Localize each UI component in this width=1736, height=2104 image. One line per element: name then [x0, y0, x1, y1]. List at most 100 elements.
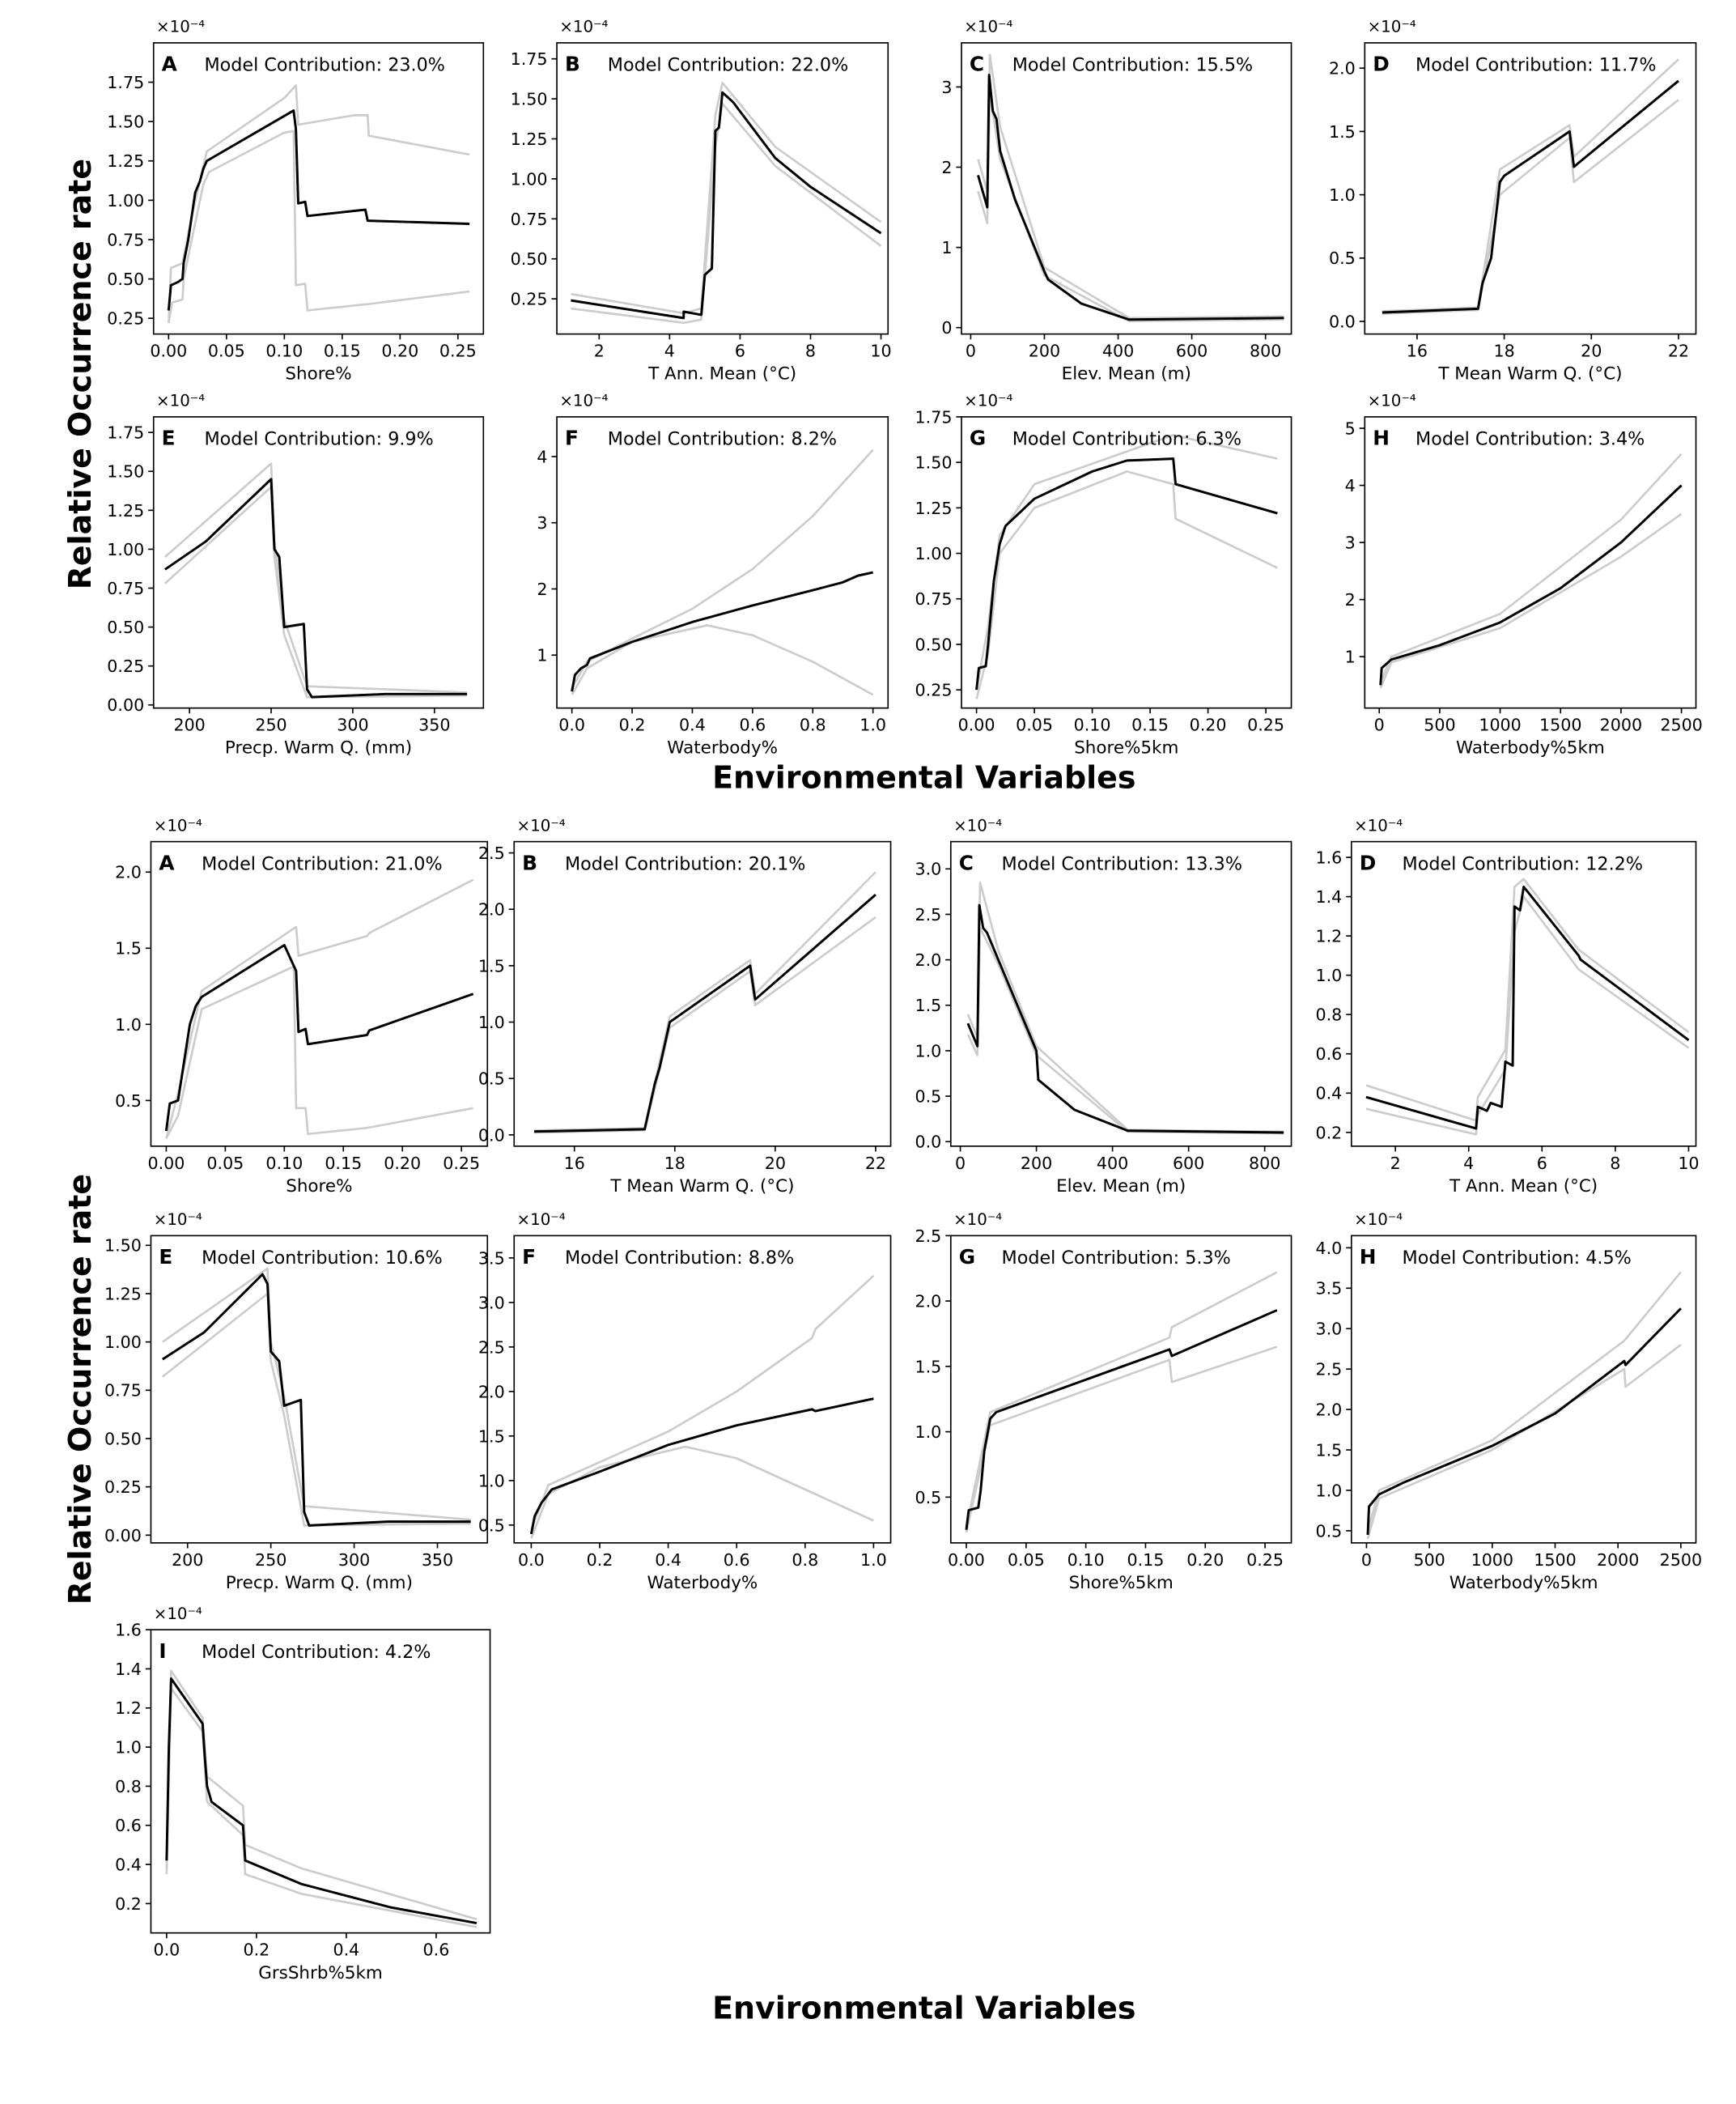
panel-letter: F	[565, 427, 579, 450]
x-tick-label: 0.10	[265, 342, 303, 361]
y-tick-label: 0.2	[115, 1894, 142, 1914]
axes-frame	[1364, 416, 1697, 709]
x-tick-label: 1500	[1534, 1550, 1576, 1570]
y-axis-multiplier: ×10⁻⁴	[559, 392, 608, 410]
panel-2-g: 0.00 0.05 0.10 0.15 0.20 0.25 0.5 1.0 1.5 2.0 2.5 ×…	[915, 1210, 1292, 1593]
x-tick-label: 200	[1021, 1154, 1052, 1173]
y-tick-label: 1.5	[478, 956, 505, 975]
model-contribution-label: Model Contribution: 11.7%	[1416, 55, 1656, 76]
x-tick-label: 0.20	[1190, 716, 1227, 735]
confidence-bound-line	[164, 462, 468, 694]
model-contribution-label: Model Contribution: 8.2%	[608, 429, 837, 450]
y-tick-label: 4	[1345, 476, 1356, 495]
mean-response-line	[977, 74, 1284, 321]
y-tick-label: 1.25	[511, 130, 548, 149]
y-tick-label: 2.5	[915, 1226, 941, 1246]
y-tick-label: 1.50	[107, 462, 144, 482]
y-tick-label: 1.5	[478, 1426, 505, 1446]
confidence-bound-line	[165, 965, 473, 1140]
y-tick-label: 1	[1345, 648, 1356, 667]
axes-frame	[1350, 1235, 1697, 1544]
x-tick-label: 18	[664, 1154, 685, 1173]
y-tick-label: 1.0	[115, 1015, 142, 1035]
x-tick-label: 0.05	[206, 1154, 244, 1173]
x-tick-label: 0.00	[948, 1550, 985, 1570]
axes-frame	[1364, 42, 1697, 335]
axes-frame	[556, 42, 889, 335]
x-tick-label: 22	[865, 1154, 886, 1173]
y-tick-label: 0.5	[478, 1069, 505, 1089]
y-tick-label: 1.25	[107, 501, 144, 521]
x-tick-label: 0.00	[150, 342, 187, 361]
x-tick-label: 2	[594, 342, 605, 361]
confidence-bound-line	[168, 84, 470, 324]
x-tick-label: 2	[1390, 1154, 1401, 1173]
y-tick-label: 0.8	[1315, 1005, 1342, 1025]
model-contribution-label: Model Contribution: 15.5%	[1012, 55, 1254, 76]
confidence-bound-line	[1382, 99, 1679, 315]
panel-letter: H	[1360, 1245, 1377, 1269]
y-tick-label: 0.75	[511, 210, 548, 229]
y-axis-multiplier: ×10⁻⁴	[154, 1605, 202, 1623]
confidence-bound-line	[975, 434, 1278, 691]
x-tick-label: 0.15	[324, 342, 361, 361]
y-tick-label: 2.0	[915, 1292, 941, 1311]
panel-1-e: 200 250 300 350 0.00 0.25 0.50 0.75 1.00 1.25 1.50…	[107, 392, 485, 759]
y-axis-multiplier: ×10⁻⁴	[1354, 816, 1403, 835]
mean-response-line	[571, 571, 873, 692]
y-tick-label: 1.4	[1315, 887, 1342, 907]
y-tick-label: 2.0	[478, 900, 505, 920]
y-axis-multiplier: ×10⁻⁴	[1354, 1210, 1403, 1229]
x-tick-label: 300	[337, 716, 368, 735]
y-tick-label: 1.00	[104, 1333, 142, 1352]
x-axis-label: Elev. Mean (m)	[1056, 1176, 1186, 1197]
y-tick-label: 3	[1345, 533, 1356, 553]
model-contribution-label: Model Contribution: 4.5%	[1403, 1248, 1632, 1269]
confidence-bound-line	[534, 916, 876, 1134]
y-tick-label: 0.5	[115, 1091, 142, 1111]
y-axis-multiplier: ×10⁻⁴	[559, 18, 608, 36]
panel-letter: D	[1373, 53, 1390, 76]
x-tick-label: 350	[422, 1550, 453, 1570]
y-tick-label: 1.0	[915, 1041, 941, 1061]
x-axis-label: T Mean Warm Q. (°C)	[609, 1176, 794, 1197]
x-tick-label: 0.0	[153, 1940, 180, 1960]
x-axis-label: Waterbody%	[667, 738, 778, 759]
x-tick-label: 0.6	[724, 1550, 750, 1570]
y-tick-label: 2.5	[915, 905, 941, 924]
y-tick-label: 1.0	[915, 1422, 941, 1442]
axes-frame	[961, 416, 1292, 709]
x-axis-label: T Ann. Mean (°C)	[647, 364, 796, 385]
axes-frame	[152, 416, 485, 709]
y-tick-label: 2	[537, 580, 547, 599]
x-tick-label: 0.20	[381, 342, 418, 361]
x-tick-label: 0.4	[333, 1940, 360, 1960]
mean-response-line	[165, 1677, 478, 1925]
y-tick-label: 3.0	[1315, 1320, 1342, 1339]
x-tick-label: 0.0	[518, 1550, 545, 1570]
panel-letter: B	[522, 851, 537, 874]
y-tick-label: 0	[941, 318, 952, 338]
axes-frame	[1350, 840, 1697, 1147]
x-tick-label: 8	[805, 342, 816, 361]
y-tick-label: 0.5	[1315, 1521, 1342, 1541]
y-tick-label: 0.25	[915, 681, 953, 700]
x-tick-label: 0.25	[1247, 716, 1284, 735]
confidence-bound-line	[571, 82, 882, 315]
panel-1-d: 16 18 20 22 0.0 0.5 1.0 1.5 2.0 ×10⁻⁴ T Mean Warm …	[1329, 18, 1697, 385]
x-tick-label: 0.8	[792, 1550, 818, 1570]
y-tick-label: 0.25	[107, 657, 144, 676]
panel-1-a: 0.00 0.05 0.10 0.15 0.20 0.25 0.25 0.50 0.75 1.00…	[107, 18, 485, 385]
x-tick-label: 0.6	[423, 1940, 450, 1960]
axes-frame	[150, 1235, 489, 1544]
x-tick-label: 18	[1493, 342, 1514, 361]
x-tick-label: 0	[966, 342, 976, 361]
axes-frame	[949, 1235, 1292, 1544]
y-axis-multiplier: ×10⁻⁴	[953, 1210, 1002, 1229]
y-tick-label: 1.00	[107, 540, 144, 559]
y-tick-label: 1.6	[115, 1621, 142, 1640]
x-tick-label: 0.6	[739, 716, 766, 735]
y-tick-label: 1	[941, 238, 952, 257]
confidence-bound-line	[162, 1267, 471, 1521]
